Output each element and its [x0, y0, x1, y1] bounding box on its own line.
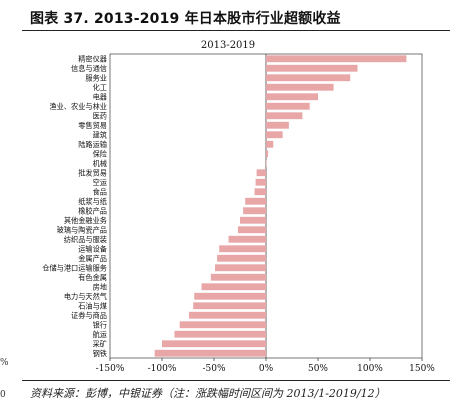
- category-label-24: 房地: [93, 282, 107, 291]
- category-label-18: 玻璃与陶瓷产品: [57, 225, 107, 234]
- bar-24: [201, 283, 266, 291]
- category-label-27: 证券与商品: [71, 311, 107, 320]
- bar-29: [174, 330, 266, 338]
- x-tick-label-5: 100%: [357, 364, 383, 374]
- bar-31: [154, 349, 266, 357]
- category-label-22: 仓储与港口运输服务: [42, 263, 107, 272]
- bar-22: [215, 264, 266, 272]
- category-label-6: 医药: [93, 111, 107, 120]
- bar-13: [255, 178, 266, 186]
- x-tick-label-4: 50%: [308, 364, 328, 374]
- bar-9: [266, 140, 274, 148]
- category-label-28: 银行: [93, 320, 107, 329]
- bar-12: [256, 169, 266, 177]
- bar-28: [179, 321, 266, 329]
- category-label-16: 橡胶产品: [78, 206, 107, 215]
- bar-11: [266, 159, 267, 167]
- category-label-20: 运输设备: [78, 244, 107, 253]
- bar-25: [194, 292, 266, 300]
- chart-title: 2013-2019: [200, 40, 256, 51]
- category-label-21: 金属产品: [78, 254, 107, 263]
- category-label-3: 化工: [93, 83, 107, 92]
- category-label-17: 其他金融业务: [64, 216, 107, 225]
- category-label-25: 电力与天然气: [64, 292, 107, 301]
- category-label-19: 纺织品与服装: [64, 235, 107, 244]
- category-label-9: 陆路运输: [78, 140, 107, 149]
- x-tick-label-6: 150%: [409, 364, 435, 374]
- title-rule: [22, 30, 450, 31]
- category-label-29: 航运: [93, 330, 107, 339]
- bar-4: [266, 93, 318, 101]
- category-label-2: 服务业: [85, 73, 107, 82]
- bar-7: [266, 121, 289, 129]
- category-label-23: 有色金属: [78, 273, 107, 282]
- bar-26: [193, 302, 266, 310]
- category-label-15: 纸浆与纸: [78, 197, 107, 206]
- category-label-30: 采矿: [93, 339, 107, 348]
- category-label-31: 钢铁: [93, 349, 107, 358]
- bar-19: [228, 235, 266, 243]
- source-rule: [22, 380, 450, 381]
- bar-21: [217, 254, 266, 262]
- category-label-12: 批发贸易: [78, 168, 107, 177]
- bar-5: [266, 102, 310, 110]
- category-label-5: 渔业、农业与林业: [49, 102, 107, 111]
- bar-17: [240, 216, 266, 224]
- bar-20: [219, 245, 266, 253]
- x-tick-label-2: -50%: [202, 364, 225, 374]
- bar-1: [266, 64, 358, 72]
- category-label-7: 零售贸易: [78, 121, 107, 130]
- bar-16: [243, 207, 266, 215]
- bar-30: [162, 340, 266, 348]
- bar-8: [266, 131, 283, 139]
- category-label-1: 信息与通信: [71, 64, 107, 73]
- x-tick-label-0: -150%: [96, 364, 125, 374]
- category-label-14: 食品: [93, 187, 107, 196]
- category-label-8: 建筑: [93, 130, 107, 139]
- bar-27: [189, 311, 266, 319]
- category-label-26: 石油与煤: [78, 301, 107, 310]
- category-label-13: 空运: [93, 178, 107, 187]
- bar-10: [266, 150, 269, 158]
- bar-15: [245, 197, 266, 205]
- x-tick-label-3: 0%: [259, 364, 274, 374]
- side-mark-top: %: [0, 358, 9, 368]
- bar-23: [210, 273, 266, 281]
- category-label-4: 电器: [93, 92, 107, 101]
- bar-6: [266, 112, 303, 120]
- x-tick-label-1: -100%: [148, 364, 177, 374]
- bar-0: [266, 55, 407, 63]
- bar-18: [237, 226, 266, 234]
- category-label-10: 保险: [93, 149, 108, 158]
- bar-14: [254, 188, 266, 196]
- side-mark-bottom: 0: [0, 390, 6, 400]
- figure-title: 图表 37. 2013-2019 年日本股市行业超额收益: [30, 11, 341, 27]
- category-label-0: 精密仪器: [78, 54, 107, 63]
- bar-2: [266, 74, 351, 82]
- category-label-11: 机械: [93, 159, 107, 168]
- bar-3: [266, 83, 334, 91]
- source-note: 资料来源：彭博，中银证券（注：涨跌幅时间区间为 2013/1-2019/12）: [30, 387, 386, 400]
